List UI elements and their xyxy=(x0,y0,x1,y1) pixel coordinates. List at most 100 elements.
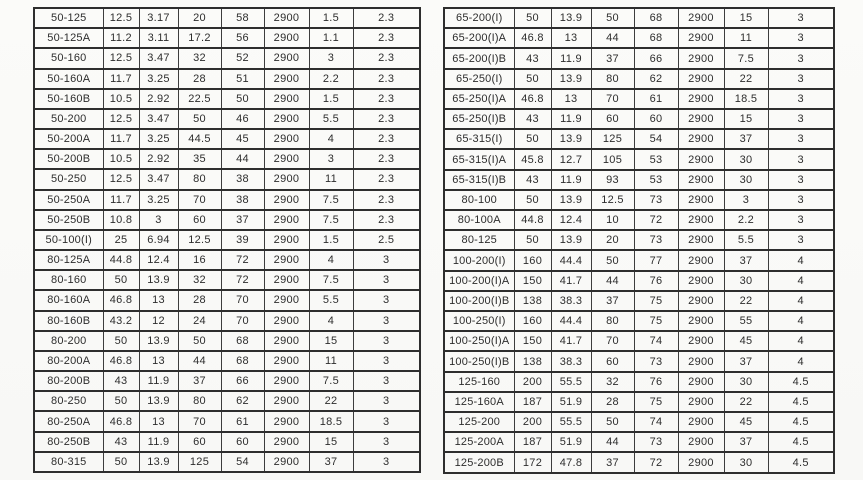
value-cell: 38.3 xyxy=(550,289,592,313)
table-row: 50-160B 10.5 2.92 22.5 50 2900 1.5 2.3 xyxy=(33,87,421,110)
value-cell: 4.5 xyxy=(767,451,835,474)
value-cell: 44 xyxy=(220,148,265,171)
value-cell: 11.2 xyxy=(102,27,140,50)
table-row: 50-125 12.5 3.17 20 58 2900 1.5 2.3 xyxy=(33,6,421,30)
value-cell: 3 xyxy=(308,47,354,70)
value-cell: 73 xyxy=(633,229,679,252)
value-cell: 55.5 xyxy=(550,411,592,434)
model-cell: 50-200A xyxy=(33,128,104,151)
model-cell: 80-250A xyxy=(33,410,104,433)
value-cell: 2900 xyxy=(677,370,725,393)
value-cell: 43 xyxy=(102,370,140,393)
value-cell: 44 xyxy=(590,431,635,454)
value-cell: 30 xyxy=(723,148,769,171)
value-cell: 2900 xyxy=(677,27,725,50)
model-cell: 100-250(I)A xyxy=(443,330,515,353)
value-cell: 2900 xyxy=(677,390,725,414)
value-cell: 2.3 xyxy=(352,47,421,70)
value-cell: 53 xyxy=(633,168,679,191)
value-cell: 3 xyxy=(767,47,835,70)
value-cell: 2900 xyxy=(677,249,725,272)
value-cell: 80 xyxy=(590,67,635,90)
table-row: 80-100 50 13.9 12.5 73 2900 3 3 xyxy=(443,188,835,212)
value-cell: 32 xyxy=(177,269,222,292)
table-body: 50-125 12.5 3.17 20 58 2900 1.5 2.3 50-125A 11.2 3… xyxy=(33,6,421,474)
table-row: 65-250(I)B 43 11.9 60 60 2900 15 3 xyxy=(443,108,835,131)
value-cell: 12.5 xyxy=(102,107,140,131)
table-row: 50-125A 11.2 3.11 17.2 56 2900 1.1 2.3 xyxy=(33,27,421,50)
value-cell: 2900 xyxy=(263,410,310,433)
value-cell: 2.92 xyxy=(138,87,179,110)
model-cell: 125-200A xyxy=(443,431,515,454)
value-cell: 41.7 xyxy=(550,330,592,353)
table-row: 100-250(I)A 150 41.7 70 74 2900 45 4 xyxy=(443,330,835,353)
value-cell: 3 xyxy=(767,229,835,252)
value-cell: 138 xyxy=(513,289,552,313)
table-row: 80-250 50 13.9 80 62 2900 22 3 xyxy=(33,390,421,413)
value-cell: 2900 xyxy=(263,208,310,231)
value-cell: 56 xyxy=(220,27,265,50)
value-cell: 3 xyxy=(352,390,421,413)
model-cell: 80-315 xyxy=(33,450,104,474)
value-cell: 3 xyxy=(352,269,421,292)
table-row: 65-315(I) 50 13.9 125 54 2900 37 3 xyxy=(443,128,835,151)
value-cell: 37 xyxy=(308,450,354,474)
model-cell: 80-250 xyxy=(33,390,104,413)
value-cell: 44 xyxy=(177,349,222,373)
value-cell: 11.9 xyxy=(550,47,592,70)
value-cell: 51 xyxy=(220,67,265,90)
value-cell: 4.5 xyxy=(767,370,835,393)
value-cell: 13 xyxy=(550,87,592,111)
value-cell: 37 xyxy=(723,249,769,272)
table-row: 125-200B 172 47.8 37 72 2900 30 4.5 xyxy=(443,451,835,474)
table-row: 100-250(I) 160 44.4 80 75 2900 55 4 xyxy=(443,310,835,333)
value-cell: 2900 xyxy=(263,27,310,50)
value-cell: 3 xyxy=(308,148,354,171)
value-cell: 2.3 xyxy=(352,6,421,30)
value-cell: 32 xyxy=(177,47,222,70)
model-cell: 65-200(I)B xyxy=(443,47,515,70)
model-cell: 65-200(I) xyxy=(443,6,515,30)
value-cell: 37 xyxy=(220,208,265,231)
table-row: 50-200A 11.7 3.25 44.5 45 2900 4 2.3 xyxy=(33,128,421,151)
model-cell: 50-250B xyxy=(33,208,104,231)
value-cell: 44.4 xyxy=(550,249,592,272)
table-row: 65-315(I)B 43 11.9 93 53 2900 30 3 xyxy=(443,168,835,191)
value-cell: 3 xyxy=(352,430,421,453)
value-cell: 2.3 xyxy=(352,188,421,211)
value-cell: 13.9 xyxy=(550,188,592,212)
value-cell: 50 xyxy=(590,411,635,434)
model-cell: 65-250(I) xyxy=(443,67,515,90)
value-cell: 12.4 xyxy=(138,249,179,272)
value-cell: 11.9 xyxy=(550,168,592,191)
table-row: 65-250(I)A 46.8 13 70 61 2900 18.5 3 xyxy=(443,87,835,111)
table-row: 50-250 12.5 3.47 80 38 2900 11 2.3 xyxy=(33,168,421,191)
value-cell: 50 xyxy=(513,188,552,212)
value-cell: 10 xyxy=(590,209,635,232)
value-cell: 77 xyxy=(633,249,679,272)
table-row: 50-250A 11.7 3.25 70 38 2900 7.5 2.3 xyxy=(33,188,421,211)
value-cell: 187 xyxy=(513,390,552,414)
table-row: 100-200(I)A 150 41.7 44 76 2900 30 4 xyxy=(443,269,835,292)
value-cell: 80 xyxy=(590,310,635,333)
value-cell: 12 xyxy=(138,309,179,332)
value-cell: 3 xyxy=(767,128,835,151)
table-row: 80-100A 44.8 12.4 10 72 2900 2.2 3 xyxy=(443,209,835,232)
value-cell: 50 xyxy=(513,128,552,151)
value-cell: 50 xyxy=(102,269,140,292)
value-cell: 1.5 xyxy=(308,6,354,30)
table-row: 80-250B 43 11.9 60 60 2900 15 3 xyxy=(33,430,421,453)
value-cell: 75 xyxy=(633,310,679,333)
value-cell: 80 xyxy=(177,390,222,413)
model-cell: 80-200A xyxy=(33,349,104,373)
table-row: 100-250(I)B 138 38.3 60 73 2900 37 4 xyxy=(443,350,835,373)
value-cell: 43.2 xyxy=(102,309,140,332)
value-cell: 3 xyxy=(767,6,835,30)
value-cell: 2900 xyxy=(677,148,725,171)
value-cell: 60 xyxy=(220,430,265,453)
value-cell: 4 xyxy=(767,350,835,373)
value-cell: 50 xyxy=(177,107,222,131)
value-cell: 2900 xyxy=(263,188,310,211)
value-cell: 2900 xyxy=(263,228,310,252)
value-cell: 43 xyxy=(513,168,552,191)
